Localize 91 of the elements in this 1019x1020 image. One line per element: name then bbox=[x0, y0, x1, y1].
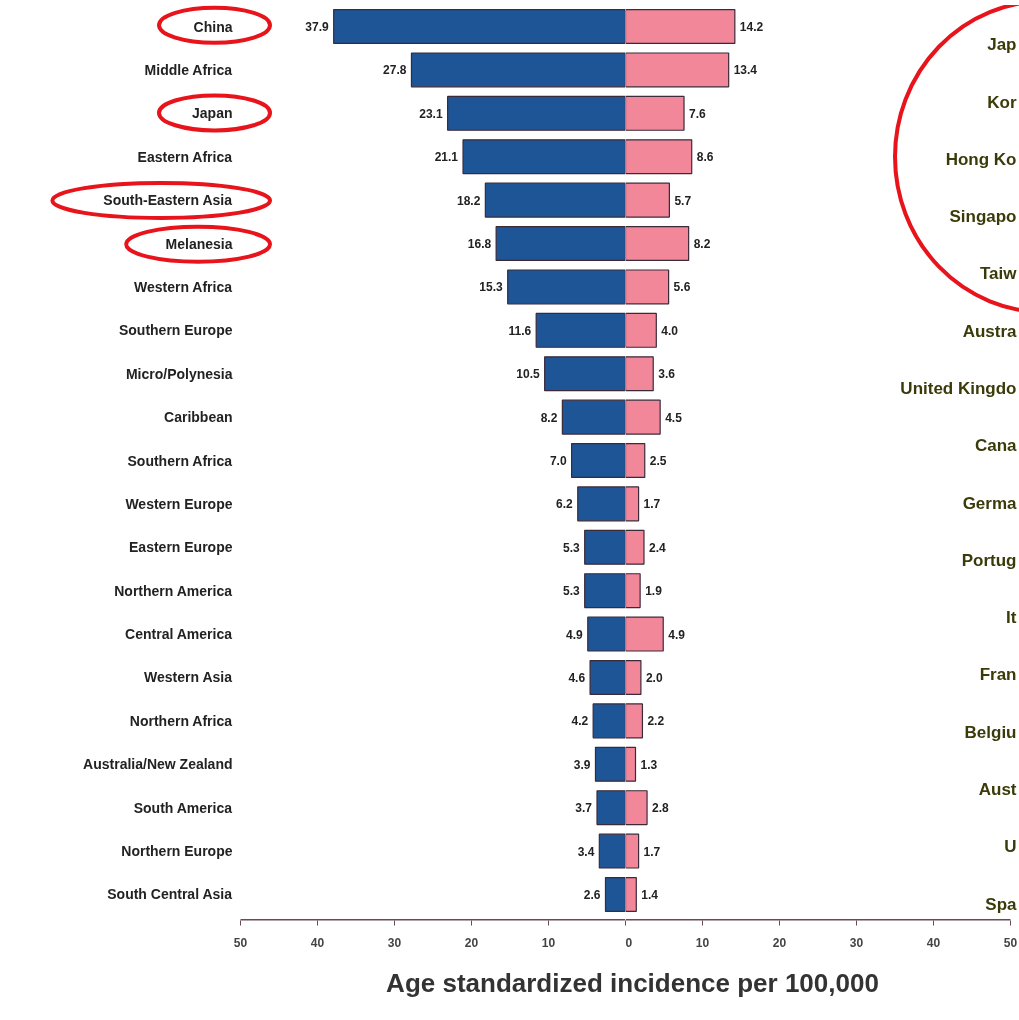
data-label: 4.0 bbox=[661, 323, 679, 338]
data-label: 1.4 bbox=[641, 887, 659, 902]
y-tick-label: Northern Europe bbox=[121, 843, 233, 860]
data-label: 7.6 bbox=[689, 106, 707, 121]
annotation: Fran bbox=[979, 665, 1017, 685]
y-tick-label: Melanesia bbox=[165, 235, 233, 252]
data-label: 3.7 bbox=[575, 801, 593, 816]
annotation: Hong Ko bbox=[945, 149, 1017, 169]
annotation: Aust bbox=[978, 779, 1017, 799]
y-tick-label: Central America bbox=[125, 626, 233, 643]
annotation: United Kingdo bbox=[900, 378, 1017, 398]
annotation: Austra bbox=[962, 321, 1018, 341]
data-label: 1.3 bbox=[640, 757, 658, 772]
annotation: Portug bbox=[961, 550, 1017, 570]
x-tick-label: 40 bbox=[310, 935, 325, 950]
data-label: 18.2 bbox=[457, 193, 481, 208]
data-label: 5.6 bbox=[673, 280, 691, 295]
x-tick-label: 30 bbox=[849, 935, 864, 950]
x-axis-title: Age standardized incidence per 100,000 bbox=[386, 967, 879, 1000]
data-label: 23.1 bbox=[419, 106, 443, 121]
y-tick-label: South Central Asia bbox=[107, 886, 233, 903]
data-label: 3.6 bbox=[658, 367, 676, 382]
data-label: 8.6 bbox=[696, 150, 714, 165]
data-label: 7.0 bbox=[549, 454, 567, 468]
data-label: 4.5 bbox=[665, 410, 683, 425]
data-label: 2.2 bbox=[647, 714, 665, 729]
data-label: 8.2 bbox=[540, 410, 558, 425]
annotation: Spa bbox=[985, 894, 1018, 914]
data-label: 1.7 bbox=[643, 844, 661, 859]
data-label: 3.9 bbox=[573, 757, 591, 772]
x-tick-label: 10 bbox=[695, 935, 710, 950]
data-label: 16.8 bbox=[467, 237, 492, 252]
data-label: 15.3 bbox=[479, 280, 504, 295]
y-tick-label: Eastern Europe bbox=[129, 539, 233, 556]
x-tick-label: 50 bbox=[233, 935, 248, 950]
y-tick-label: Micro/Polynesia bbox=[125, 365, 233, 382]
data-label: 4.6 bbox=[568, 670, 586, 685]
annotation: It bbox=[1006, 608, 1017, 628]
data-label: 8.2 bbox=[693, 237, 711, 252]
data-label: 1.7 bbox=[643, 497, 661, 512]
data-label: 5.7 bbox=[674, 193, 692, 208]
y-tick-label: China bbox=[193, 18, 233, 35]
data-label: 14.2 bbox=[739, 20, 764, 35]
x-tick-label: 30 bbox=[387, 935, 402, 950]
data-label: 4.9 bbox=[668, 627, 686, 642]
annotation: Singapo bbox=[949, 207, 1017, 227]
data-label: 5.3 bbox=[563, 584, 581, 599]
y-tick-label: Japan bbox=[192, 105, 233, 122]
data-label: 2.4 bbox=[648, 540, 666, 555]
data-label: 4.9 bbox=[566, 627, 584, 642]
data-label: 1.9 bbox=[645, 584, 663, 599]
data-label: 5.3 bbox=[563, 540, 581, 555]
x-tick-label: 20 bbox=[772, 935, 787, 950]
data-label: 2.6 bbox=[583, 887, 601, 902]
data-label: 11.6 bbox=[508, 323, 532, 338]
y-tick-label: Northern America bbox=[114, 582, 233, 599]
data-label: 4.2 bbox=[571, 714, 589, 729]
y-tick-label: Southern Europe bbox=[118, 322, 233, 339]
x-tick-label: 50 bbox=[1003, 935, 1018, 950]
annotation: Taiw bbox=[979, 264, 1018, 284]
y-tick-label: Eastern Africa bbox=[137, 148, 233, 165]
annotation: Kor bbox=[987, 92, 1017, 112]
data-label: 6.2 bbox=[556, 497, 574, 512]
data-label: 21.1 bbox=[434, 150, 459, 165]
y-tick-label: Australia/New Zealand bbox=[83, 756, 233, 773]
y-tick-label: Western Asia bbox=[144, 669, 233, 686]
data-label: 2.8 bbox=[652, 801, 670, 816]
annotation: U bbox=[1004, 837, 1017, 857]
y-tick-label: South America bbox=[133, 799, 233, 816]
data-label: 13.4 bbox=[733, 63, 758, 78]
annotation: Cana bbox=[974, 436, 1018, 456]
y-tick-label: Caribbean bbox=[164, 409, 233, 426]
y-tick-label: Middle Africa bbox=[144, 61, 233, 78]
y-tick-label: Western Europe bbox=[125, 495, 233, 512]
y-tick-label: Northern Africa bbox=[129, 712, 233, 729]
annotation: Belgiu bbox=[964, 722, 1017, 742]
data-label: 27.8 bbox=[383, 63, 407, 78]
annotation: Germa bbox=[962, 493, 1018, 513]
data-label: 37.9 bbox=[305, 20, 329, 35]
y-tick-label: Southern Africa bbox=[127, 452, 233, 469]
x-tick-label: 10 bbox=[541, 935, 556, 950]
x-tick-label: 20 bbox=[464, 935, 479, 950]
y-tick-label: South-Eastern Asia bbox=[103, 192, 233, 209]
data-label: 2.5 bbox=[649, 454, 667, 468]
data-label: 2.0 bbox=[645, 670, 663, 685]
x-tick-label: 0 bbox=[625, 935, 633, 950]
y-tick-label: Western Africa bbox=[133, 278, 233, 295]
x-tick-label: 40 bbox=[926, 935, 941, 950]
data-label: 10.5 bbox=[516, 367, 540, 382]
annotation: Jap bbox=[987, 35, 1017, 55]
data-label: 3.4 bbox=[577, 844, 595, 859]
